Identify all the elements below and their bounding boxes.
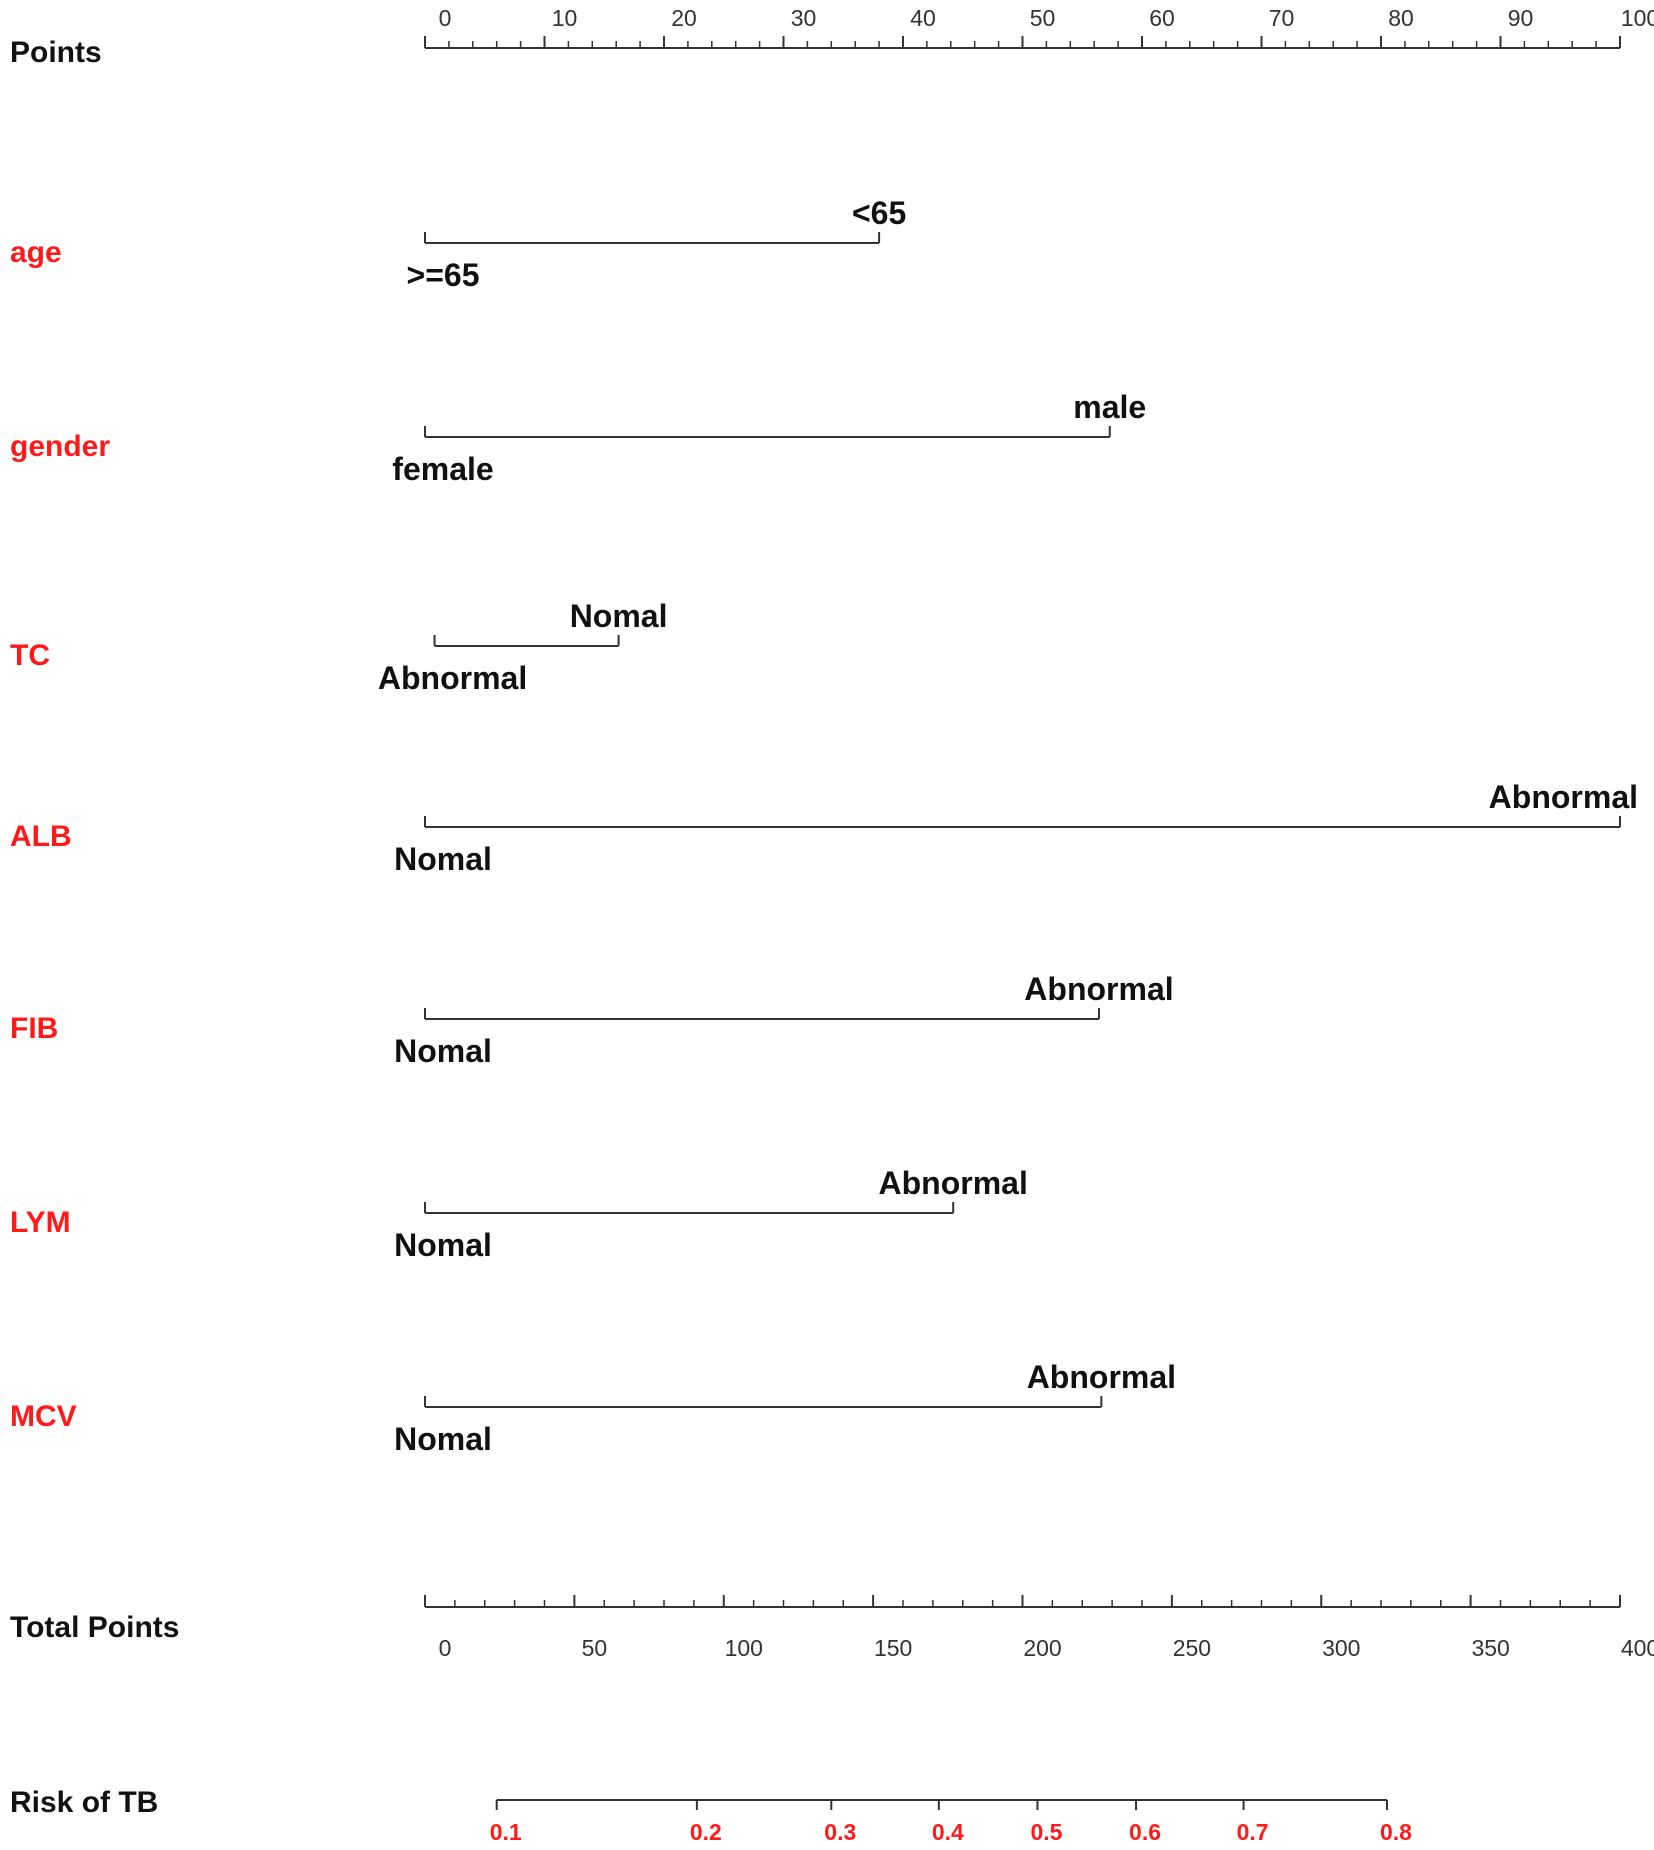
variable-level-label: >=65 — [407, 257, 480, 293]
points-axis-tick-label: 30 — [791, 5, 817, 31]
total-points-tick-label: 100 — [725, 1635, 763, 1661]
points-axis-tick-label: 90 — [1508, 5, 1534, 31]
variable-level-label: Abnormal — [1024, 971, 1173, 1007]
risk-axis-tick-label: 0.1 — [490, 1819, 522, 1845]
points-axis-tick-label: 50 — [1030, 5, 1056, 31]
risk-axis-tick-label: 0.7 — [1237, 1819, 1269, 1845]
points-axis-tick-label: 70 — [1269, 5, 1295, 31]
variable-level-label: <65 — [852, 195, 906, 231]
risk-axis-tick-label: 0.3 — [824, 1819, 856, 1845]
total-points-tick-label: 300 — [1322, 1635, 1360, 1661]
points-axis-tick-label: 20 — [671, 5, 697, 31]
total-points-tick-label: 150 — [874, 1635, 912, 1661]
variable-label-gender: gender — [10, 430, 110, 463]
risk-axis-tick-label: 0.6 — [1129, 1819, 1161, 1845]
variable-label-mcv: MCV — [10, 1400, 77, 1433]
total-points-tick-label: 400 — [1621, 1635, 1654, 1661]
total-points-tick-label: 200 — [1023, 1635, 1061, 1661]
variable-level-label: Abnormal — [1489, 779, 1638, 815]
total-points-tick-label: 350 — [1471, 1635, 1509, 1661]
points-axis-tick-label: 100 — [1621, 5, 1654, 31]
points-axis-tick-label: 10 — [552, 5, 578, 31]
total-points-tick-label: 250 — [1173, 1635, 1211, 1661]
risk-axis-tick-label: 0.8 — [1380, 1819, 1412, 1845]
variable-label-age: age — [10, 236, 62, 269]
points-axis-tick-label: 60 — [1149, 5, 1175, 31]
risk-axis-label: Risk of TB — [10, 1786, 158, 1819]
variable-level-label: Nomal — [570, 598, 668, 634]
variable-level-label: Abnormal — [1027, 1359, 1176, 1395]
variable-label-alb: ALB — [10, 820, 72, 853]
points-axis-tick-label: 0 — [439, 5, 452, 31]
variable-label-fib: FIB — [10, 1012, 58, 1045]
variable-level-label: male — [1073, 389, 1146, 425]
variable-level-label: Nomal — [394, 1421, 492, 1457]
total-points-tick-label: 0 — [439, 1635, 452, 1661]
variable-level-label: Abnormal — [378, 660, 527, 696]
risk-axis-tick-label: 0.2 — [690, 1819, 722, 1845]
variable-level-label: female — [392, 451, 493, 487]
variable-level-label: Abnormal — [879, 1165, 1028, 1201]
total-points-tick-label: 50 — [582, 1635, 608, 1661]
risk-axis-tick-label: 0.4 — [932, 1819, 964, 1845]
total-points-axis-label: Total Points — [10, 1611, 179, 1644]
variable-level-label: Nomal — [394, 841, 492, 877]
points-axis-tick-label: 80 — [1388, 5, 1414, 31]
points-axis-label: Points — [10, 36, 102, 69]
risk-axis-tick-label: 0.5 — [1030, 1819, 1062, 1845]
variable-label-lym: LYM — [10, 1206, 71, 1239]
variable-label-tc: TC — [10, 639, 50, 672]
variable-level-label: Nomal — [394, 1227, 492, 1263]
variable-level-label: Nomal — [394, 1033, 492, 1069]
points-axis-tick-label: 40 — [910, 5, 936, 31]
